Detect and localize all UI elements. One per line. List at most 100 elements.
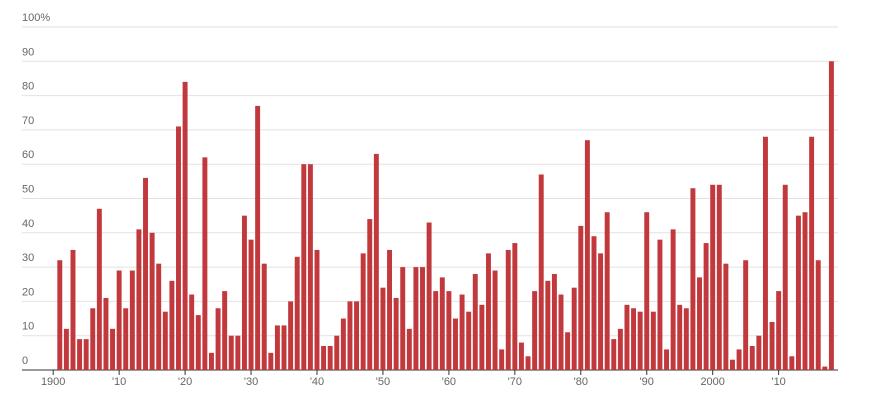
bar bbox=[347, 301, 353, 370]
bar bbox=[472, 273, 478, 370]
x-tick-label: '60 bbox=[442, 376, 456, 388]
bar bbox=[354, 301, 360, 370]
bar bbox=[505, 249, 511, 370]
bar bbox=[789, 356, 795, 370]
bar bbox=[485, 253, 491, 370]
bar bbox=[83, 339, 89, 370]
bar bbox=[518, 342, 524, 370]
y-tick-label: 20 bbox=[22, 286, 34, 298]
bar bbox=[103, 297, 109, 370]
bar bbox=[129, 270, 135, 370]
bar bbox=[235, 335, 241, 370]
bar bbox=[637, 311, 643, 370]
bar bbox=[321, 345, 327, 370]
bar bbox=[802, 212, 808, 370]
bar bbox=[327, 345, 333, 370]
bar bbox=[624, 304, 630, 370]
bar bbox=[261, 263, 267, 370]
x-tick-label: '70 bbox=[508, 376, 522, 388]
bar bbox=[406, 328, 412, 370]
bar bbox=[756, 335, 762, 370]
bar bbox=[156, 263, 162, 370]
bar bbox=[453, 318, 458, 370]
bar bbox=[723, 263, 729, 370]
bar bbox=[149, 232, 155, 370]
x-tick-label: '90 bbox=[640, 376, 654, 388]
bar bbox=[255, 105, 261, 370]
bar bbox=[387, 249, 393, 370]
bar bbox=[446, 291, 452, 370]
bar bbox=[294, 256, 300, 370]
bar bbox=[373, 153, 379, 370]
x-tick-label: 1900 bbox=[41, 376, 65, 388]
x-tick-label: '80 bbox=[574, 376, 588, 388]
bar bbox=[545, 280, 551, 370]
bar bbox=[123, 308, 129, 370]
bar bbox=[420, 267, 425, 370]
bar bbox=[195, 315, 201, 370]
bar bbox=[743, 260, 749, 370]
bar bbox=[360, 253, 366, 370]
bar bbox=[228, 335, 234, 370]
x-tick-label: '20 bbox=[178, 376, 192, 388]
bar bbox=[664, 349, 670, 370]
bar bbox=[426, 222, 432, 370]
bar bbox=[466, 311, 472, 370]
y-tick-label: 100% bbox=[22, 12, 50, 24]
bar bbox=[215, 308, 221, 370]
bar bbox=[77, 339, 83, 370]
bar bbox=[538, 174, 544, 370]
bar bbox=[611, 339, 617, 370]
bar bbox=[268, 352, 274, 370]
bar bbox=[492, 270, 498, 370]
bar bbox=[571, 287, 577, 370]
x-tick-label: 2000 bbox=[700, 376, 724, 388]
bar bbox=[782, 184, 788, 370]
bar bbox=[189, 294, 195, 370]
bar bbox=[617, 328, 623, 370]
bar bbox=[143, 177, 148, 370]
bar bbox=[169, 280, 175, 370]
bar bbox=[558, 294, 564, 370]
bar bbox=[110, 328, 116, 370]
y-tick-label: 60 bbox=[22, 149, 34, 161]
x-tick-label: '30 bbox=[244, 376, 258, 388]
bar bbox=[176, 126, 181, 370]
bar bbox=[697, 277, 702, 370]
bar bbox=[314, 249, 320, 370]
bar bbox=[63, 328, 69, 370]
bar bbox=[281, 325, 287, 370]
y-tick-label: 30 bbox=[22, 252, 34, 264]
bar bbox=[182, 81, 188, 370]
bar bbox=[631, 308, 637, 370]
bar bbox=[380, 287, 386, 370]
bar bbox=[400, 267, 406, 370]
bar bbox=[162, 311, 168, 370]
bar bbox=[809, 136, 815, 370]
bar bbox=[433, 291, 439, 370]
x-tick-label: '50 bbox=[376, 376, 390, 388]
bar bbox=[828, 61, 834, 371]
bar bbox=[795, 215, 801, 370]
bar bbox=[512, 243, 518, 370]
x-tick-label: '10 bbox=[771, 376, 785, 388]
bar bbox=[334, 335, 340, 370]
bar bbox=[683, 308, 689, 370]
bar bbox=[584, 140, 590, 370]
y-tick-label: 40 bbox=[22, 218, 34, 230]
y-tick-label: 50 bbox=[22, 184, 34, 196]
bar bbox=[578, 225, 584, 370]
bar bbox=[248, 239, 254, 370]
bar bbox=[393, 297, 399, 370]
bar bbox=[736, 349, 742, 370]
bar bbox=[202, 157, 208, 370]
bar bbox=[822, 366, 828, 370]
y-tick-label: 80 bbox=[22, 81, 34, 93]
bar bbox=[670, 229, 676, 370]
bar bbox=[776, 291, 782, 370]
y-tick-label: 0 bbox=[22, 355, 28, 367]
bar bbox=[525, 356, 531, 370]
bar bbox=[301, 164, 307, 370]
bar bbox=[690, 188, 696, 370]
